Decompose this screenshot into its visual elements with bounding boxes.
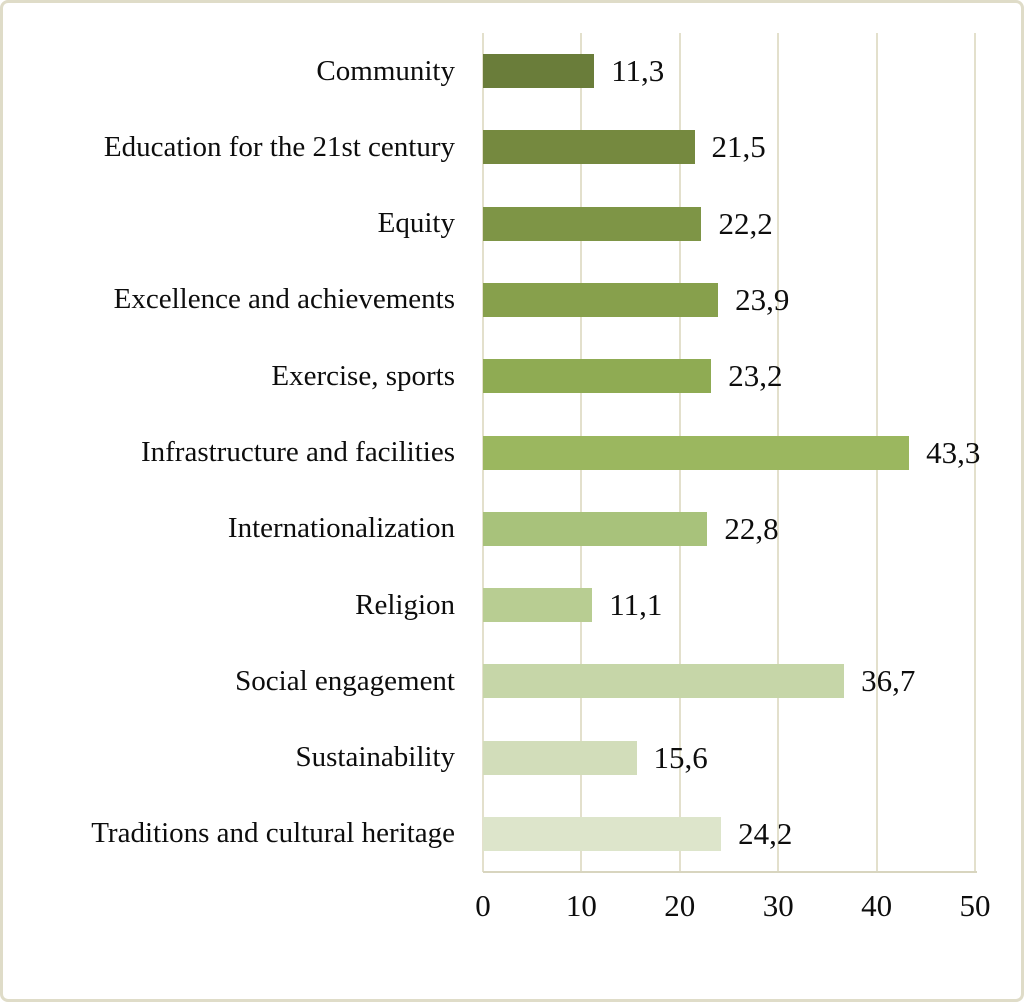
category-label: Excellence and achievements — [113, 283, 455, 316]
x-tick-label: 20 — [664, 888, 696, 923]
value-label: 22,8 — [724, 510, 779, 546]
x-tick-label: 10 — [565, 888, 597, 923]
category-label: Religion — [355, 588, 455, 621]
value-label: 24,2 — [738, 815, 793, 851]
gridline-x-50 — [974, 33, 976, 872]
x-tick-label: 0 — [475, 888, 491, 923]
value-label: 36,7 — [861, 663, 916, 699]
bar — [483, 206, 702, 241]
category-label: Sustainability — [295, 741, 456, 774]
bar — [483, 435, 910, 470]
bar — [483, 664, 845, 699]
x-tick-label: 40 — [861, 888, 893, 923]
bar — [483, 359, 712, 394]
x-axis-line — [483, 871, 977, 873]
bar — [483, 130, 695, 165]
category-label: Community — [316, 54, 455, 87]
category-label: Education for the 21st century — [103, 130, 455, 163]
category-label: Internationalization — [227, 512, 455, 545]
category-label: Exercise, sports — [271, 359, 455, 392]
value-label: 43,3 — [926, 434, 981, 470]
category-label: Equity — [377, 207, 455, 240]
x-tick-label: 30 — [762, 888, 794, 923]
bar — [483, 511, 708, 546]
value-label: 23,2 — [728, 358, 783, 394]
bar — [483, 588, 593, 623]
bar — [483, 54, 595, 89]
value-label: 11,1 — [609, 587, 663, 623]
category-label: Social engagement — [235, 664, 455, 697]
category-label: Infrastructure and facilities — [140, 435, 455, 468]
bar — [483, 740, 637, 775]
value-label: 21,5 — [711, 129, 766, 165]
value-label: 15,6 — [653, 739, 708, 775]
value-label: 22,2 — [718, 205, 773, 241]
bar — [483, 282, 719, 317]
x-tick-label: 50 — [959, 888, 991, 923]
value-label: 23,9 — [735, 281, 790, 317]
category-label: Traditions and cultural heritage — [91, 817, 455, 850]
bar — [483, 816, 722, 851]
value-label: 11,3 — [611, 53, 665, 89]
